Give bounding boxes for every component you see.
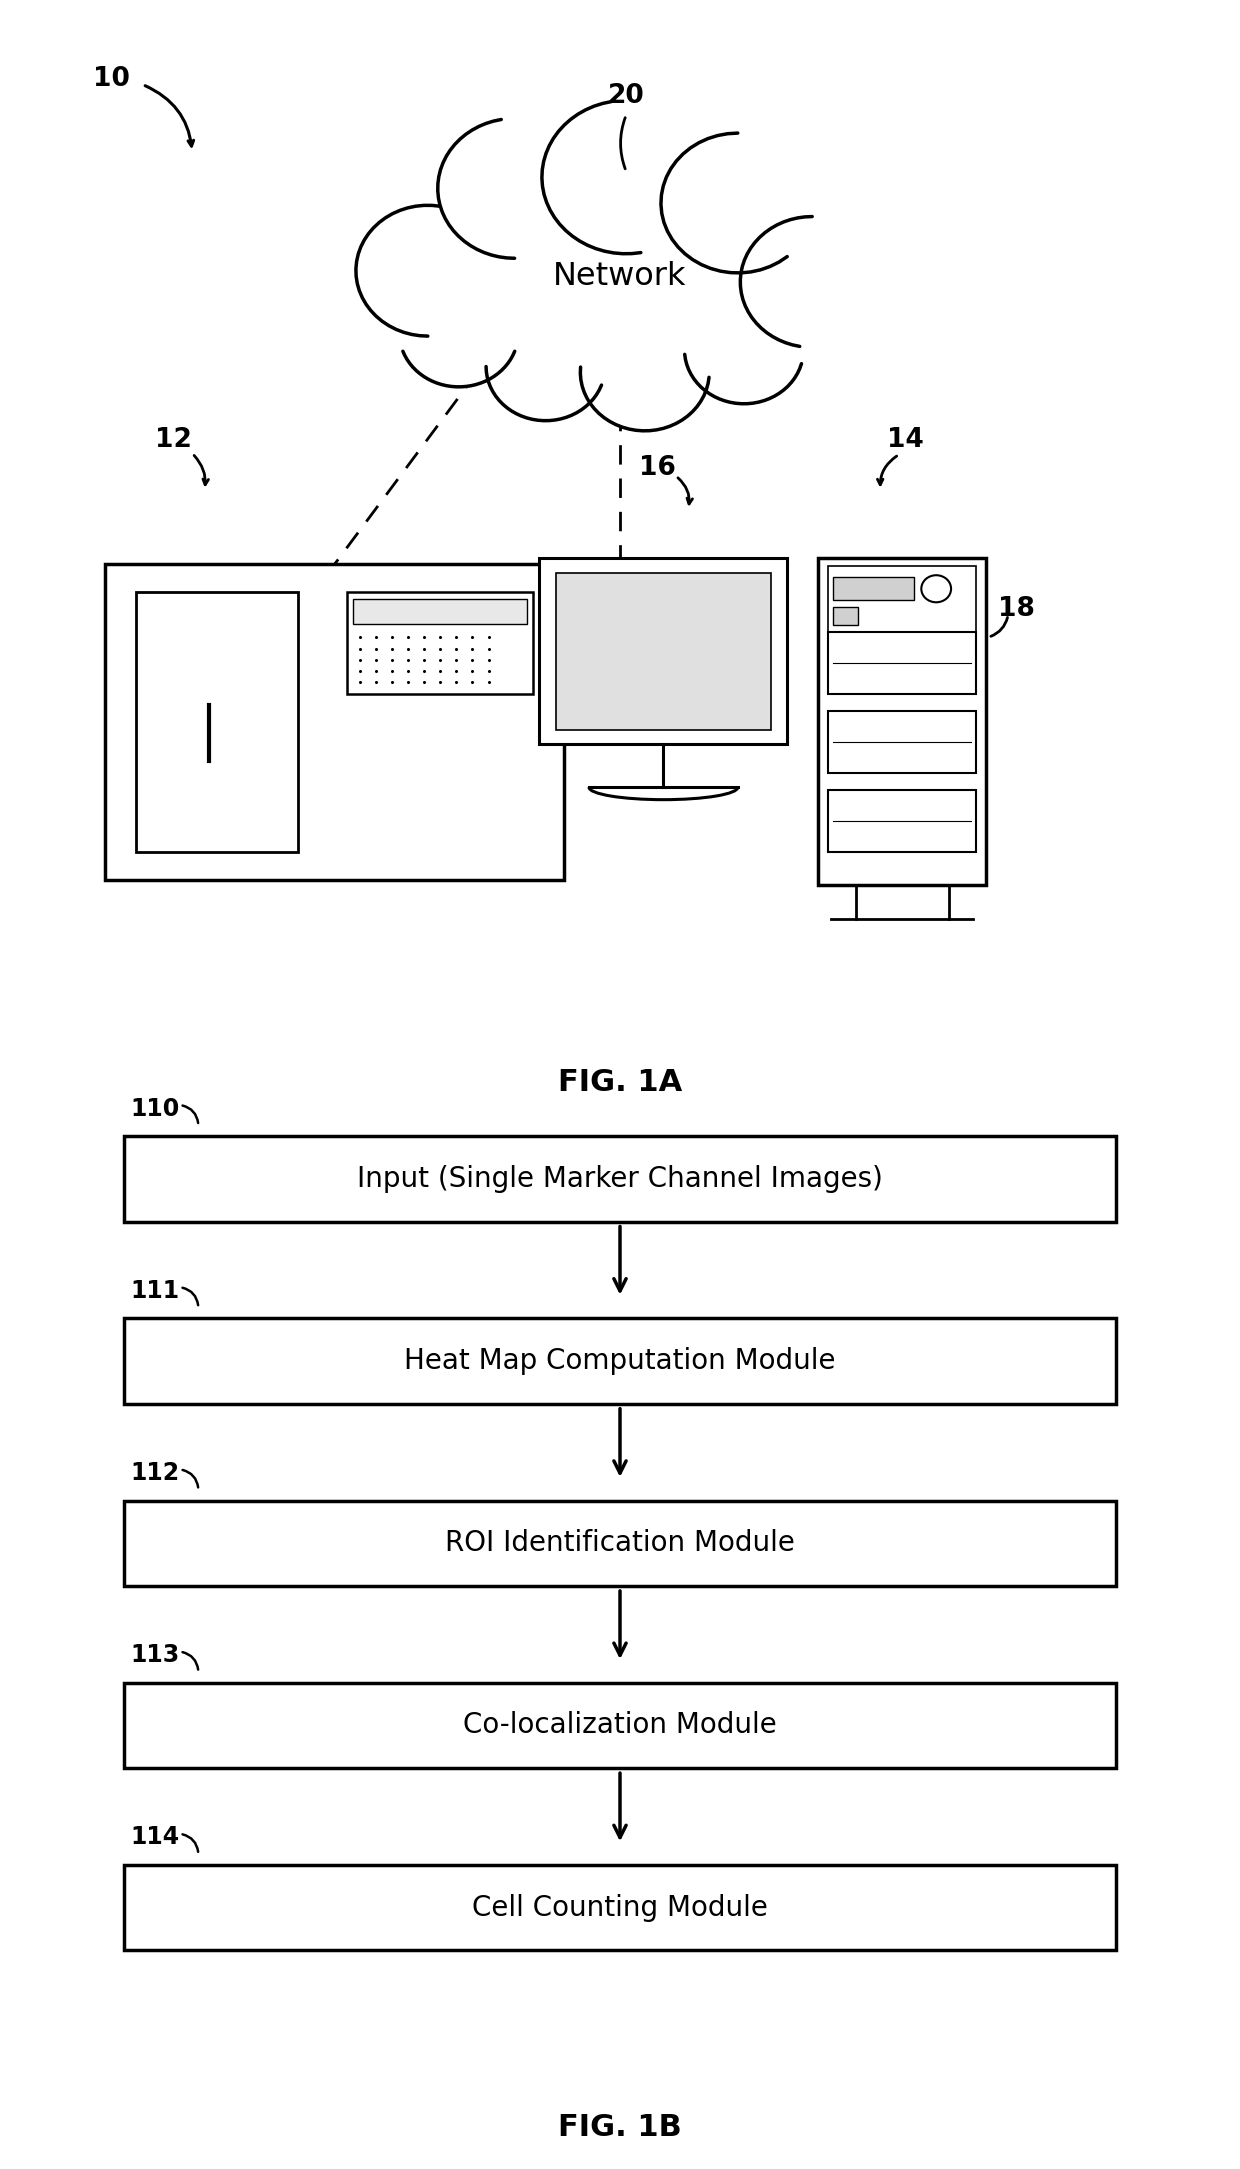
- Text: 114: 114: [130, 1826, 180, 1850]
- FancyBboxPatch shape: [124, 1865, 1116, 1950]
- FancyBboxPatch shape: [833, 577, 914, 601]
- Text: Cell Counting Module: Cell Counting Module: [472, 1894, 768, 1922]
- FancyBboxPatch shape: [828, 631, 976, 694]
- Text: Co-localization Module: Co-localization Module: [463, 1711, 777, 1740]
- Text: FIG. 1A: FIG. 1A: [558, 1069, 682, 1098]
- FancyBboxPatch shape: [347, 592, 533, 694]
- FancyBboxPatch shape: [136, 592, 298, 852]
- Text: 112: 112: [130, 1462, 180, 1486]
- FancyBboxPatch shape: [828, 566, 976, 631]
- Text: Heat Map Computation Module: Heat Map Computation Module: [404, 1347, 836, 1375]
- Text: 18: 18: [998, 596, 1035, 623]
- FancyBboxPatch shape: [556, 573, 771, 729]
- Text: FIG. 1B: FIG. 1B: [558, 2113, 682, 2141]
- Text: 10: 10: [93, 65, 130, 91]
- FancyBboxPatch shape: [124, 1683, 1116, 1768]
- Polygon shape: [356, 102, 812, 432]
- FancyBboxPatch shape: [828, 790, 976, 852]
- Text: ROI Identification Module: ROI Identification Module: [445, 1529, 795, 1557]
- FancyBboxPatch shape: [818, 557, 986, 885]
- FancyBboxPatch shape: [539, 557, 787, 744]
- FancyBboxPatch shape: [828, 711, 976, 772]
- FancyBboxPatch shape: [124, 1137, 1116, 1221]
- Text: 20: 20: [608, 82, 645, 108]
- Text: 111: 111: [130, 1280, 180, 1304]
- Text: 14: 14: [887, 427, 924, 453]
- FancyBboxPatch shape: [105, 564, 564, 881]
- Text: 12: 12: [155, 427, 192, 453]
- Text: Input (Single Marker Channel Images): Input (Single Marker Channel Images): [357, 1165, 883, 1193]
- Text: 113: 113: [130, 1644, 180, 1668]
- Text: Network: Network: [553, 260, 687, 293]
- FancyBboxPatch shape: [353, 599, 527, 625]
- FancyBboxPatch shape: [124, 1319, 1116, 1403]
- FancyBboxPatch shape: [124, 1501, 1116, 1586]
- Text: 110: 110: [130, 1098, 180, 1121]
- Text: 16: 16: [639, 455, 676, 482]
- FancyBboxPatch shape: [833, 607, 858, 625]
